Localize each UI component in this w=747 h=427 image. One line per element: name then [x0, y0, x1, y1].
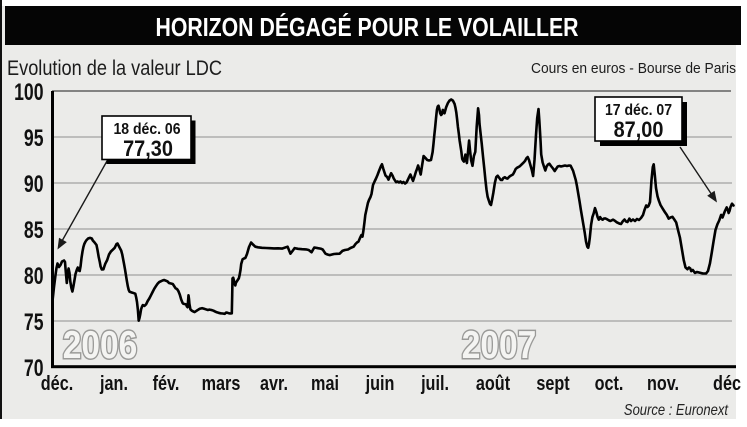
- svg-text:oct.: oct.: [595, 372, 624, 394]
- svg-text:Source : Euronext: Source : Euronext: [624, 402, 729, 419]
- svg-text:juin: juin: [365, 372, 395, 394]
- svg-text:87,00: 87,00: [614, 118, 664, 142]
- svg-text:2007: 2007: [462, 323, 537, 367]
- svg-text:17 déc. 07: 17 déc. 07: [605, 102, 672, 119]
- svg-text:fév.: fév.: [153, 372, 180, 394]
- svg-text:Cours en euros - Bourse de Par: Cours en euros - Bourse de Paris: [531, 61, 736, 77]
- svg-text:85: 85: [24, 216, 44, 244]
- svg-text:HORIZON DÉGAGÉ POUR LE VOLAILL: HORIZON DÉGAGÉ POUR LE VOLAILLER: [155, 12, 578, 43]
- svg-text:Evolution de la valeur LDC: Evolution de la valeur LDC: [7, 57, 222, 81]
- svg-text:sept: sept: [536, 372, 569, 394]
- svg-text:95: 95: [24, 124, 44, 152]
- svg-text:nov.: nov.: [647, 372, 679, 394]
- svg-text:avr.: avr.: [260, 372, 288, 394]
- svg-text:70: 70: [24, 354, 44, 382]
- svg-text:août: août: [476, 372, 510, 394]
- svg-text:75: 75: [24, 308, 44, 336]
- svg-text:2006: 2006: [63, 323, 138, 367]
- svg-text:jan.: jan.: [99, 372, 128, 394]
- svg-text:77,30: 77,30: [123, 137, 173, 161]
- svg-text:80: 80: [24, 262, 44, 290]
- svg-text:100: 100: [14, 78, 43, 106]
- svg-text:mai: mai: [311, 372, 339, 394]
- svg-text:18 déc. 06: 18 déc. 06: [113, 121, 180, 138]
- svg-text:déc.: déc.: [41, 372, 73, 394]
- svg-text:mars: mars: [202, 372, 241, 394]
- svg-text:déc: déc: [713, 372, 741, 394]
- svg-text:juil.: juil.: [420, 372, 449, 394]
- svg-text:90: 90: [24, 170, 44, 198]
